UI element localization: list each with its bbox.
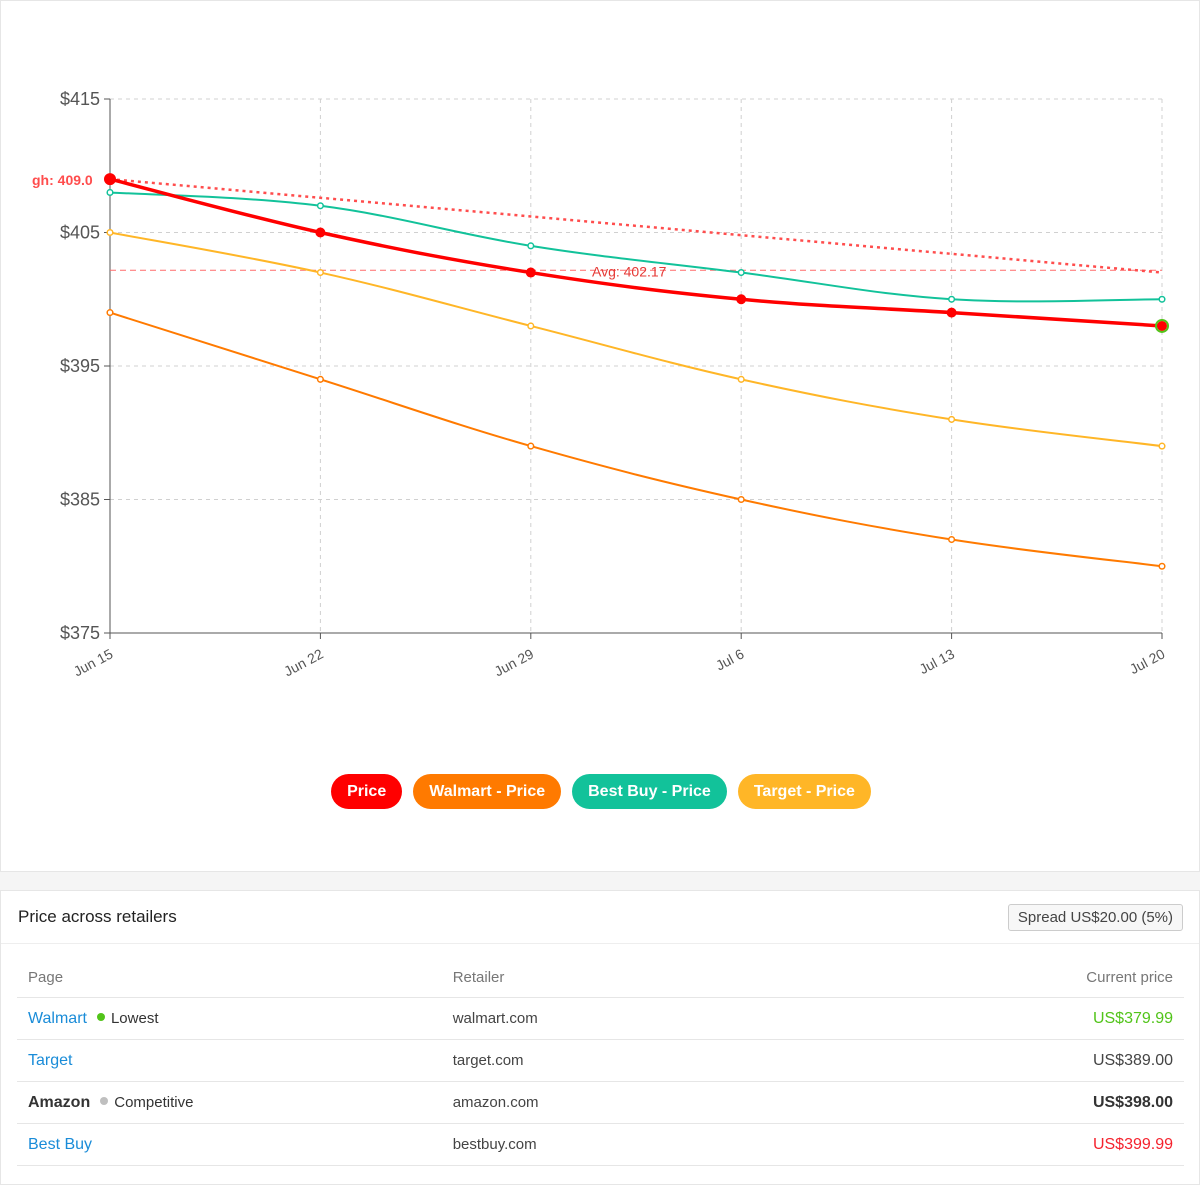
data-point-target-price — [106, 228, 114, 237]
y-tick-label: $395 — [60, 356, 100, 376]
y-tick-label: $375 — [60, 623, 100, 643]
data-point-best-buy-price — [527, 242, 535, 250]
legend-walmart-price[interactable]: Walmart - Price — [413, 774, 562, 809]
data-point-best-buy-price — [948, 295, 956, 303]
page-cell: Target — [17, 1039, 442, 1082]
retailer-cell: walmart.com — [441, 997, 938, 1040]
series-line-price — [109, 177, 1163, 328]
data-point-target-price — [737, 375, 745, 383]
table-row-target: Target target.com US$389.00 — [17, 1039, 1184, 1082]
spread-badge: Spread US$20.00 (5%) — [1007, 904, 1183, 931]
avg-label: Avg: 402.17 — [592, 263, 667, 279]
table-header-bar: Price across retailers Spread US$20.00 (… — [1, 891, 1199, 944]
current-price-cell: US$379.99 — [937, 997, 1184, 1040]
data-point-price — [315, 227, 326, 238]
column-header-page[interactable]: Page — [17, 957, 442, 998]
retailer-cell: target.com — [441, 1039, 938, 1082]
retailer-cell: amazon.com — [441, 1081, 938, 1124]
status-label: Lowest — [110, 1009, 159, 1027]
page-cell: Best Buy — [17, 1123, 442, 1166]
data-point-walmart-price — [948, 536, 956, 544]
data-point-target-price — [1158, 442, 1166, 450]
retailer-table: Page Retailer Current price Walmart Lowes… — [17, 957, 1184, 1166]
current-price-cell: US$399.99 — [937, 1123, 1184, 1166]
data-point-best-buy-price — [737, 269, 745, 277]
data-point-target-price — [316, 269, 324, 277]
retailer-price-table-card: Price across retailers Spread US$20.00 (… — [0, 890, 1200, 1185]
x-tick-label: Jun 22 — [281, 645, 326, 679]
current-price-marker — [1155, 318, 1169, 333]
x-tick-label: Jun 15 — [71, 645, 116, 679]
data-point-price — [525, 267, 536, 278]
table-row-amazon: Amazon Competitive amazon.com US$398.00 — [17, 1081, 1184, 1124]
table-row-walmart: Walmart Lowest walmart.com US$379.99 — [17, 997, 1184, 1040]
x-tick-label: Jul 6 — [713, 645, 747, 673]
trend-line — [109, 177, 1163, 274]
data-point-best-buy-price — [106, 188, 114, 196]
status-dot-icon — [100, 1096, 109, 1105]
data-point-walmart-price — [737, 495, 745, 504]
series-line-best-buy-price — [109, 191, 1163, 303]
x-tick-label: Jun 29 — [492, 645, 537, 679]
page-cell: Amazon Competitive — [17, 1081, 442, 1124]
data-point-best-buy-price — [316, 202, 324, 210]
data-point-target-price — [948, 415, 956, 423]
x-tick-label: Jul 20 — [1127, 645, 1168, 677]
retailer-cell: bestbuy.com — [441, 1123, 938, 1166]
column-header-retailer[interactable]: Retailer — [441, 957, 938, 998]
data-point-walmart-price — [106, 309, 114, 317]
y-tick-label: $385 — [60, 490, 100, 510]
legend-bestbuy-price[interactable]: Best Buy - Price — [572, 774, 727, 809]
data-point-walmart-price — [527, 442, 535, 450]
status-dot-icon — [96, 1012, 105, 1021]
legend-target-price[interactable]: Target - Price — [737, 774, 871, 809]
page-link-bestbuy[interactable]: Best Buy — [28, 1135, 93, 1153]
y-tick-label: $415 — [60, 89, 100, 109]
price-history-chart: $375 $385 $395 $405 $415 Jun 15 Jun 22 Jun 29 Ju… — [32, 89, 1169, 679]
data-point-walmart-price — [1158, 562, 1166, 570]
page-link-walmart[interactable]: Walmart — [28, 1009, 87, 1027]
page-cell: Walmart Lowest — [17, 997, 442, 1040]
y-tick-label: $405 — [60, 223, 100, 243]
high-label: gh: 409.0 — [32, 172, 93, 188]
column-header-current-price[interactable]: Current price — [937, 957, 1184, 998]
current-price-cell: US$398.00 — [937, 1081, 1184, 1124]
legend-price[interactable]: Price — [331, 774, 403, 809]
current-price-cell: US$389.00 — [937, 1039, 1184, 1082]
data-point-walmart-price — [316, 375, 324, 383]
page-link-target[interactable]: Target — [28, 1051, 73, 1069]
table-title: Price across retailers — [18, 907, 177, 926]
page-label-amazon: Amazon — [28, 1093, 91, 1111]
chart-legend: Price Walmart - Price Best Buy - Price T… — [1, 774, 1200, 809]
table-row-bestbuy: Best Buy bestbuy.com US$399.99 — [17, 1123, 1184, 1166]
status-label: Competitive — [114, 1093, 194, 1111]
data-point-price — [736, 294, 747, 305]
x-tick-label: Jul 13 — [917, 645, 958, 677]
data-point-best-buy-price — [1158, 295, 1166, 303]
data-point-price — [946, 307, 957, 318]
price-history-chart-card: $375 $385 $395 $405 $415 Jun 15 Jun 22 Jun 29 Ju… — [0, 0, 1200, 872]
table-header-row: Page Retailer Current price — [17, 957, 1184, 998]
data-point-price — [104, 173, 116, 186]
data-point-target-price — [527, 322, 535, 330]
series-line-walmart-price — [109, 311, 1163, 568]
series-line-target-price — [109, 231, 1163, 448]
data-point-price — [1157, 320, 1167, 331]
